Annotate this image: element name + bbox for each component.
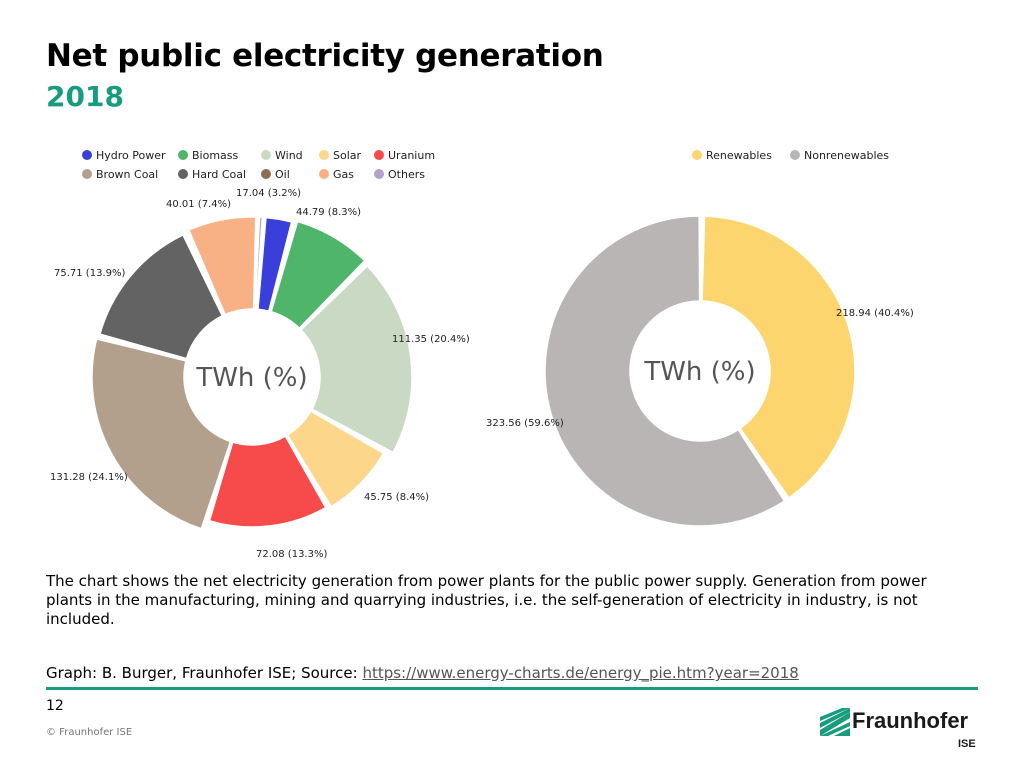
legend-item-nonrenewables[interactable]: Nonrenewables (790, 149, 889, 162)
label-wind: 111.35 (20.4%) (392, 334, 470, 345)
legend-item-wind[interactable]: Wind (261, 149, 303, 162)
slice-wind[interactable] (299, 265, 413, 454)
slice-renewables[interactable] (701, 215, 856, 499)
renewables-legend: Renewables Nonrenewables (692, 149, 889, 162)
legend-label: Nonrenewables (804, 149, 889, 162)
center-label: TWh (%) (195, 363, 307, 393)
legend-item-uranium[interactable]: Uranium (374, 149, 435, 162)
legend-swatch (319, 150, 329, 160)
slice-uranium[interactable] (208, 435, 327, 528)
label-renewables: 218.94 (40.4%) (836, 308, 914, 319)
legend-item-biomass[interactable]: Biomass (178, 149, 239, 162)
page-subtitle: 2018 (46, 80, 124, 113)
legend-label: Brown Coal (96, 168, 158, 181)
legend-label: Wind (275, 149, 303, 162)
renewables-donut-chart: 218.94 (40.4%) 323.56 (59.6%) TWh (%) (486, 215, 914, 527)
fraunhofer-logo-ise: ISE (958, 738, 976, 750)
source-prefix: Graph: B. Burger, Fraunhofer ISE; Source… (46, 664, 363, 682)
generation-donut-chart: 17.04 (3.2%) 44.79 (8.3%) 111.35 (20.4%) 45… (50, 188, 470, 560)
legend-label: Hard Coal (192, 168, 246, 181)
slice-hydro-power[interactable] (257, 216, 293, 313)
slice-oil[interactable] (185, 233, 225, 317)
legend-label: Renewables (706, 149, 772, 162)
legend-item-oil[interactable]: Oil (261, 168, 290, 181)
label-solar: 45.75 (8.4%) (364, 492, 429, 503)
legend-label: Biomass (192, 149, 239, 162)
legend-swatch (319, 169, 329, 179)
fraunhofer-logo-icon (820, 708, 850, 736)
legend-item-solar[interactable]: Solar (319, 149, 362, 162)
slice-solar[interactable] (286, 410, 385, 508)
legend-swatch (261, 150, 271, 160)
legend-item-brown-coal[interactable]: Brown Coal (82, 168, 158, 181)
legend-swatch (82, 169, 92, 179)
legend-label: Hydro Power (96, 149, 166, 162)
legend-swatch (261, 169, 271, 179)
label-gas: 40.01 (7.4%) (166, 199, 231, 210)
label-nonrenewables: 323.56 (59.6%) (486, 418, 564, 429)
label-hard-coal: 75.71 (13.9%) (54, 268, 125, 279)
legend-label: Others (388, 168, 425, 181)
legend-item-hydro-power[interactable]: Hydro Power (82, 149, 166, 162)
copyright-notice: © Fraunhofer ISE (46, 727, 133, 738)
legend-swatch (790, 150, 800, 160)
page-number: 12 (46, 698, 64, 714)
legend-swatch (692, 150, 702, 160)
source-link[interactable]: https://www.energy-charts.de/energy_pie.… (362, 664, 799, 682)
label-hydro-power: 17.04 (3.2%) (236, 188, 301, 199)
label-uranium: 72.08 (13.3%) (256, 549, 327, 560)
legend-item-gas[interactable]: Gas (319, 168, 354, 181)
slice-gas[interactable] (187, 216, 257, 316)
legend-item-renewables[interactable]: Renewables (692, 149, 772, 162)
legend-item-others[interactable]: Others (374, 168, 425, 181)
label-brown-coal: 131.28 (24.1%) (50, 472, 128, 483)
legend-swatch (178, 169, 188, 179)
slice-nonrenewables[interactable] (544, 215, 786, 527)
chart-description: The chart shows the net electricity gene… (46, 572, 927, 628)
legend-swatch (82, 150, 92, 160)
legend-label: Gas (333, 168, 354, 181)
label-biomass: 44.79 (8.3%) (296, 207, 361, 218)
footer-divider (46, 687, 978, 690)
fraunhofer-logo: Fraunhofer ISE (820, 706, 1000, 756)
legend-swatch (178, 150, 188, 160)
source-line: Graph: B. Burger, Fraunhofer ISE; Source… (46, 664, 799, 682)
legend-item-hard-coal[interactable]: Hard Coal (178, 168, 246, 181)
slice-biomass[interactable] (270, 220, 366, 330)
generation-legend: Hydro Power Biomass Wind Solar Uranium Brown … (82, 149, 435, 181)
legend-label: Oil (275, 168, 290, 181)
charts-canvas: 17.04 (3.2%) 44.79 (8.3%) 111.35 (20.4%) 45… (50, 149, 914, 560)
legend-swatch (374, 169, 384, 179)
slice-others[interactable] (254, 216, 264, 310)
fraunhofer-logo-name: Fraunhofer (852, 708, 969, 733)
legend-label: Solar (333, 149, 362, 162)
legend-swatch (374, 150, 384, 160)
slice-hard-coal[interactable] (99, 233, 224, 360)
slice-brown-coal[interactable] (91, 338, 232, 530)
page-title: Net public electricity generation (46, 38, 604, 74)
legend-label: Uranium (388, 149, 435, 162)
center-label: TWh (%) (643, 357, 755, 387)
